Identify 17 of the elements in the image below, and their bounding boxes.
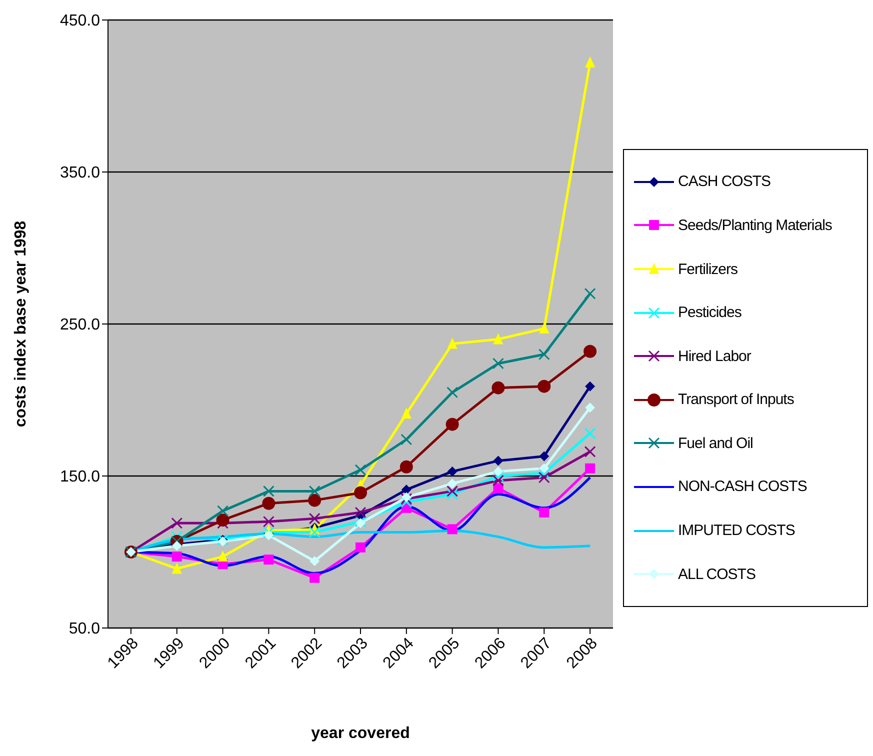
legend-label: Hired Labor — [678, 348, 751, 365]
legend-label: Fertilizers — [678, 260, 738, 278]
x-axis-title: year covered — [311, 725, 410, 742]
legend-label: Seeds/Planting Materials — [678, 216, 832, 234]
legend-label: Fuel and Oil — [678, 434, 753, 452]
legend-label: Transport of Inputs — [678, 391, 794, 408]
legend-label: Pesticides — [678, 304, 742, 322]
legend-label: ALL COSTS — [678, 566, 756, 583]
y-tick-label: 450.0 — [60, 12, 100, 30]
y-tick-label: 350.0 — [60, 164, 100, 182]
y-tick-label: 150.0 — [60, 468, 100, 486]
legend-label: CASH COSTS — [678, 173, 771, 190]
legend-label: IMPUTED COSTS — [678, 522, 795, 540]
y-tick-label: 50.0 — [68, 620, 100, 638]
y-axis-title: costs index base year 1998 — [12, 220, 30, 428]
legend-label: NON-CASH COSTS — [678, 478, 807, 496]
y-tick-label: 250.0 — [60, 316, 100, 334]
